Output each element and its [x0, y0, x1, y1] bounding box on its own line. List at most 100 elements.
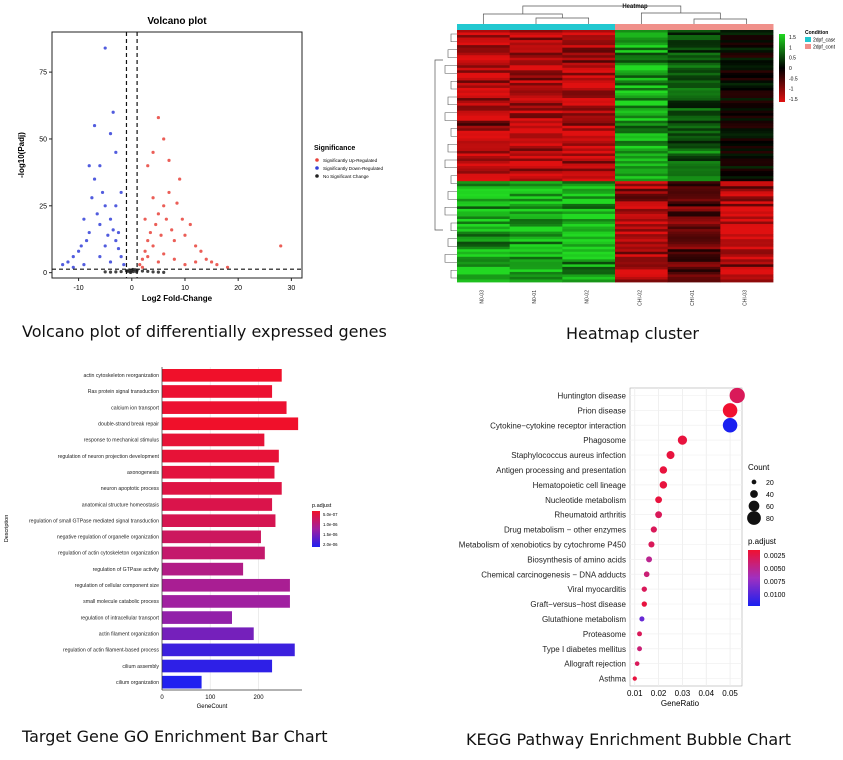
kegg-bubble — [632, 676, 637, 681]
volcano-title: Volcano plot — [147, 16, 207, 27]
kegg-color-legend-tick: 0.0025 — [764, 553, 786, 560]
heatmap-cell — [720, 42, 774, 46]
heatmap-cell — [720, 239, 774, 243]
heatmap-cell — [720, 196, 774, 200]
heatmap-cell — [720, 130, 774, 134]
heatmap-cell — [509, 42, 563, 46]
heatmap-cell — [457, 57, 511, 61]
heatmap-cell — [509, 241, 563, 245]
heatmap-cell — [720, 231, 774, 235]
heatmap-cell — [509, 244, 563, 248]
heatmap-cell — [720, 110, 774, 114]
kegg-x-tick-label: 0.04 — [698, 689, 714, 698]
heatmap-cell — [615, 135, 669, 139]
heatmap-cell — [562, 80, 616, 84]
heatmap-colorbar-tick: -1 — [789, 87, 794, 93]
heatmap-cell — [457, 249, 511, 253]
heatmap-cell — [667, 176, 721, 180]
heatmap-cell — [509, 178, 563, 182]
heatmap-cell — [562, 62, 616, 66]
heatmap-cell — [720, 188, 774, 192]
heatmap-cell — [615, 158, 669, 162]
heatmap-cell — [615, 251, 669, 255]
go-bar — [162, 369, 282, 382]
heatmap-cell — [562, 47, 616, 51]
heatmap-cell — [457, 135, 511, 139]
heatmap-cell — [457, 269, 511, 273]
heatmap-cell — [720, 93, 774, 96]
heatmap-cell — [667, 183, 721, 187]
heatmap-cell — [562, 246, 616, 250]
volcano-point — [180, 217, 184, 221]
heatmap-cell — [562, 55, 616, 59]
heatmap-cell — [667, 206, 721, 210]
heatmap-row-dendrogram — [444, 112, 457, 121]
heatmap-cell — [720, 70, 774, 74]
heatmap-cell — [615, 168, 669, 172]
heatmap-cell — [509, 221, 563, 225]
volcano-point — [98, 222, 102, 227]
heatmap-cell — [720, 30, 774, 33]
heatmap-cell — [509, 105, 563, 109]
heatmap-cell — [667, 80, 721, 84]
volcano-point — [111, 228, 115, 232]
heatmap-cell — [615, 70, 669, 74]
heatmap-cell — [667, 87, 721, 91]
heatmap-cell — [457, 181, 511, 185]
heatmap-cell — [562, 161, 616, 164]
volcano-point — [194, 244, 198, 248]
heatmap-cell — [562, 236, 616, 240]
kegg-bubble-chart: Huntington disease Prion disease Cytokine−… — [459, 387, 786, 708]
heatmap-cell — [562, 173, 616, 177]
kegg-color-legend-bar — [748, 550, 760, 606]
heatmap-cell — [509, 113, 563, 117]
heatmap-cell — [720, 103, 774, 106]
heatmap-cell — [667, 231, 721, 235]
heatmap-cell — [562, 254, 616, 258]
heatmap-panel: Heatmap N0-03 N0-01 N0-02 CHI-02 CHI-01 CHI-03… — [425, 0, 841, 320]
heatmap-cell — [667, 226, 721, 230]
heatmap-cell — [615, 234, 669, 238]
heatmap-cell — [457, 47, 511, 51]
heatmap-cell — [720, 40, 774, 43]
volcano-point — [111, 110, 115, 114]
heatmap-cell — [615, 206, 669, 210]
heatmap-cell — [720, 143, 774, 147]
heatmap-cell — [457, 45, 511, 49]
heatmap-col-dendrogram — [482, 13, 563, 24]
heatmap-cell — [667, 93, 721, 96]
heatmap-cell — [562, 140, 616, 144]
heatmap-cell — [562, 77, 616, 81]
heatmap-cell — [720, 208, 774, 212]
heatmap-condition-cell — [615, 24, 669, 30]
heatmap-cell — [667, 105, 721, 109]
heatmap-cell — [667, 201, 721, 205]
go-bar — [162, 611, 232, 624]
heatmap-cell — [615, 98, 669, 101]
volcano-legend-label: Significantly Up-Regulated — [323, 158, 378, 163]
heatmap-condition-cell — [562, 24, 616, 30]
heatmap-cell — [457, 211, 511, 215]
heatmap-cell — [667, 60, 721, 64]
heatmap-cell — [720, 193, 774, 197]
heatmap-cell — [562, 108, 616, 112]
heatmap-cell — [457, 40, 511, 43]
heatmap-cell — [667, 135, 721, 139]
heatmap-chart: Heatmap N0-03 N0-01 N0-02 CHI-02 CHI-01 CHI-03… — [434, 4, 841, 306]
volcano-point — [98, 164, 102, 168]
kegg-plot-area — [629, 387, 743, 687]
kegg-bubble — [722, 403, 738, 418]
volcano-point — [61, 263, 65, 267]
heatmap-cell — [720, 219, 774, 222]
heatmap-cell — [615, 125, 669, 129]
heatmap-cell — [720, 62, 774, 66]
heatmap-legend-title: Condition — [805, 30, 828, 36]
heatmap-cell — [509, 168, 563, 172]
heatmap-cell — [667, 203, 721, 207]
volcano-point — [122, 263, 126, 267]
volcano-point — [114, 270, 118, 274]
heatmap-cell — [457, 77, 511, 81]
heatmap-cell — [562, 45, 616, 49]
heatmap-cell — [457, 206, 511, 210]
heatmap-cell — [509, 229, 563, 232]
